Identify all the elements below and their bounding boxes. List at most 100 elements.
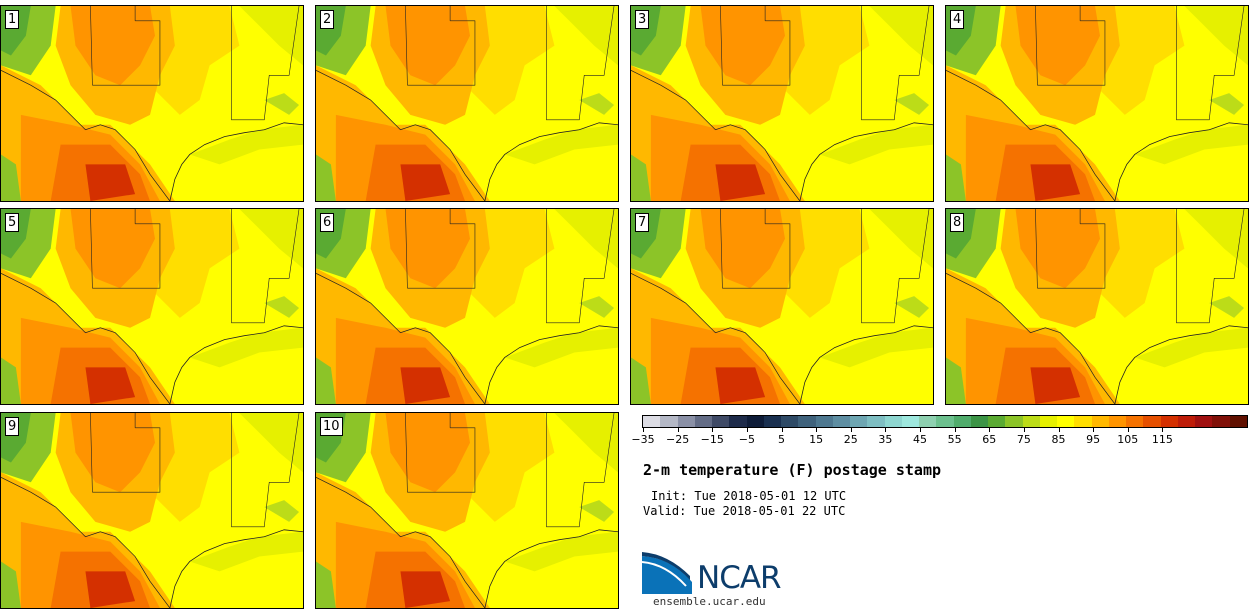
- member-number: 2: [320, 10, 335, 29]
- member-panel: 7: [630, 208, 934, 405]
- colorbar-segment: [1108, 416, 1126, 427]
- colorbar-tick-label: 35: [878, 433, 893, 446]
- temperature-map: [946, 209, 1248, 404]
- colorbar-segment: [919, 416, 937, 427]
- member-number: 6: [320, 213, 335, 232]
- colorbar-segment: [798, 416, 816, 427]
- colorbar-segment: [1091, 416, 1109, 427]
- temperature-map: [316, 209, 618, 404]
- colorbar: −35 −25 −15 −5 5 15 25 35 45 55 65 75 85 95 105 115: [631, 415, 1248, 449]
- colorbar-tick: [920, 428, 922, 432]
- member-panel: 5: [0, 208, 304, 405]
- colorbar-tick-label: −25: [666, 433, 690, 446]
- colorbar-segment: [1126, 416, 1144, 427]
- colorbar-tick-label: 65: [982, 433, 997, 446]
- temperature-map: [631, 6, 933, 201]
- member-number: 5: [5, 213, 20, 232]
- colorbar-tick-label: 105: [1117, 433, 1139, 446]
- colorbar-tick-label: 75: [1016, 433, 1031, 446]
- colorbar-segment: [694, 416, 712, 427]
- colorbar-segment: [746, 416, 764, 427]
- colorbar-segment: [1177, 416, 1195, 427]
- temperature-map: [946, 6, 1248, 201]
- colorbar-tick: [781, 428, 783, 432]
- member-number: 7: [635, 213, 650, 232]
- member-number: 9: [5, 417, 20, 436]
- member-panel: 1: [0, 5, 304, 202]
- member-panel: 2: [315, 5, 619, 202]
- ncar-logo-text: NCAR: [697, 560, 782, 596]
- colorbar-tick-label: 85: [1051, 433, 1066, 446]
- colorbar-strip: [642, 415, 1248, 428]
- colorbar-segment: [1212, 416, 1230, 427]
- member-panel: 9: [0, 412, 304, 609]
- colorbar-tick: [989, 428, 991, 432]
- colorbar-segment: [1143, 416, 1161, 427]
- temperature-map: [316, 413, 618, 608]
- temperature-map: [1, 6, 303, 201]
- member-panel: 10: [315, 412, 619, 609]
- ncar-logo-icon: [642, 552, 692, 594]
- colorbar-tick: [954, 428, 956, 432]
- colorbar-segment: [1195, 416, 1213, 427]
- member-number: 3: [635, 10, 650, 29]
- colorbar-tick-label: 15: [809, 433, 824, 446]
- colorbar-segment: [832, 416, 850, 427]
- member-panel: 8: [945, 208, 1249, 405]
- member-number: 1: [5, 10, 20, 29]
- colorbar-segment: [763, 416, 781, 427]
- member-number: 10: [320, 417, 343, 436]
- colorbar-segment: [1039, 416, 1057, 427]
- colorbar-tick: [1127, 428, 1129, 432]
- colorbar-tick-label: 45: [913, 433, 928, 446]
- website-url: ensemble.ucar.edu: [653, 595, 766, 608]
- colorbar-segment: [970, 416, 988, 427]
- colorbar-segment: [815, 416, 833, 427]
- colorbar-tick-label: −35: [631, 433, 655, 446]
- colorbar-segment: [1229, 416, 1247, 427]
- colorbar-segment: [988, 416, 1006, 427]
- colorbar-tick-label: −15: [700, 433, 724, 446]
- colorbar-segment: [901, 416, 919, 427]
- init-time: Init: Tue 2018-05-01 12 UTC: [651, 489, 847, 503]
- colorbar-segment: [781, 416, 799, 427]
- colorbar-segment: [1057, 416, 1075, 427]
- colorbar-tick: [712, 428, 714, 432]
- colorbar-tick: [746, 428, 748, 432]
- temperature-map: [631, 209, 933, 404]
- colorbar-tick: [677, 428, 679, 432]
- colorbar-segment: [677, 416, 695, 427]
- member-number: 8: [950, 213, 965, 232]
- colorbar-segment: [884, 416, 902, 427]
- temperature-map: [1, 413, 303, 608]
- temperature-map: [316, 6, 618, 201]
- colorbar-segment: [953, 416, 971, 427]
- colorbar-tick-label: 95: [1086, 433, 1101, 446]
- colorbar-tick: [1023, 428, 1025, 432]
- colorbar-segment: [850, 416, 868, 427]
- colorbar-segment: [1005, 416, 1023, 427]
- colorbar-tick: [1093, 428, 1095, 432]
- colorbar-tick: [1058, 428, 1060, 432]
- colorbar-segment: [660, 416, 678, 427]
- colorbar-segment: [1074, 416, 1092, 427]
- plot-title: 2-m temperature (F) postage stamp: [643, 461, 942, 479]
- colorbar-segment: [712, 416, 730, 427]
- colorbar-segment: [867, 416, 885, 427]
- colorbar-tick: [643, 428, 644, 432]
- colorbar-segment: [643, 416, 661, 427]
- colorbar-segment: [936, 416, 954, 427]
- member-number: 4: [950, 10, 965, 29]
- colorbar-tick-label: 115: [1151, 433, 1173, 446]
- colorbar-tick: [816, 428, 818, 432]
- colorbar-tick-label: 5: [778, 433, 785, 446]
- member-panel: 3: [630, 5, 934, 202]
- colorbar-tick-label: −5: [738, 433, 755, 446]
- colorbar-tick-label: 25: [843, 433, 858, 446]
- colorbar-segment: [729, 416, 747, 427]
- member-panel: 4: [945, 5, 1249, 202]
- colorbar-segment: [1160, 416, 1178, 427]
- colorbar-tick: [1162, 428, 1164, 432]
- colorbar-tick-label: 55: [947, 433, 962, 446]
- colorbar-tick: [885, 428, 887, 432]
